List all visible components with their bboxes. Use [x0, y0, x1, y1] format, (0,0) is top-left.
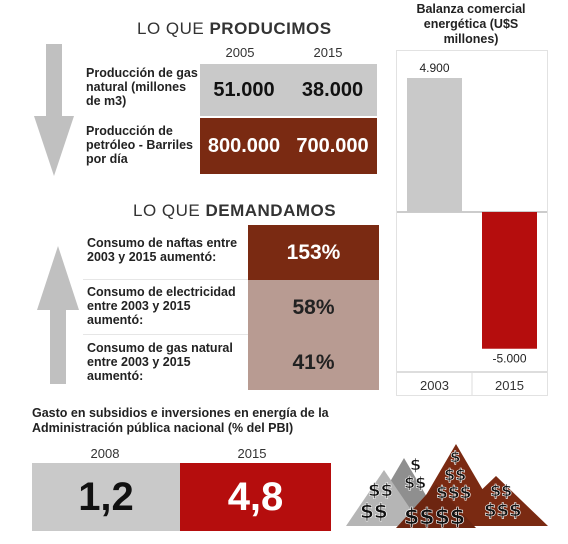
row-label-gas-natural: Producción de gas natural (millones de m…	[82, 66, 200, 118]
svg-text:$: $	[450, 448, 460, 466]
row-divider	[83, 279, 248, 280]
producimos-year-2015: 2015	[313, 45, 343, 60]
tick-label-2003: 2003	[420, 378, 449, 393]
svg-text:$$: $$	[360, 499, 388, 523]
svg-text:$$$: $$$	[436, 483, 472, 503]
cell-gas-2015: 38.000	[288, 64, 377, 116]
subsidios-title: Gasto en subsidios e inversiones en ener…	[32, 406, 329, 435]
cell-gas: 41%	[248, 335, 379, 390]
subsidios-value-2015: 4,8	[180, 463, 331, 531]
demandamos-title: LO QUE DEMANDAMOS	[133, 201, 337, 220]
svg-text:$$$$: $$$$	[404, 505, 465, 530]
down-arrow-icon	[34, 44, 74, 176]
svg-text:$$: $$	[368, 480, 393, 501]
svg-text:$$: $$	[404, 473, 426, 492]
cell-gas-2005: 51.000	[200, 64, 288, 116]
subsidios-year-2008: 2008	[90, 446, 120, 461]
row-label-petroleo: Producción de petróleo - Barriles por dí…	[82, 124, 200, 174]
subsidios-value-2008: 1,2	[32, 463, 180, 531]
row-divider	[83, 334, 248, 335]
cell-petroleo-2015: 700.000	[288, 118, 377, 174]
svg-text:$$: $$	[444, 465, 466, 484]
cell-petroleo-2005: 800.000	[200, 118, 288, 174]
subsidios-year-2015: 2015	[237, 446, 267, 461]
svg-text:$$: $$	[490, 481, 512, 500]
balanza-panel	[396, 50, 548, 396]
data-label-2003: 4.900	[419, 61, 449, 75]
row-label-naftas: Consumo de naftas entre 2003 y 2015 aume…	[83, 236, 248, 276]
cell-naftas: 153%	[248, 225, 379, 280]
balanza-title: Balanza comercial energética (U$S millon…	[416, 2, 526, 46]
tick-label-2015: 2015	[495, 378, 524, 393]
producimos-year-2005: 2005	[225, 45, 255, 60]
producimos-title: LO QUE PRODUCIMOS	[137, 19, 332, 38]
svg-text:$$$: $$$	[484, 500, 522, 521]
cell-electricidad: 58%	[248, 280, 379, 335]
money-pyramids-icon: $ $$ $$ $$ $ $$ $$$ $$ $$$ $$$$	[346, 444, 548, 530]
data-label-2015: -5.000	[492, 352, 526, 366]
row-label-electricidad: Consumo de electricidad entre 2003 y 201…	[83, 285, 248, 333]
up-arrow-icon	[37, 246, 79, 384]
bar-2003	[407, 78, 462, 212]
svg-text:$: $	[410, 455, 421, 474]
bar-2015	[482, 212, 537, 349]
balanza-chart: 4.900 2003 -5.000 2015	[397, 61, 547, 395]
row-label-gas: Consumo de gas natural entre 2003 y 2015…	[83, 341, 248, 389]
